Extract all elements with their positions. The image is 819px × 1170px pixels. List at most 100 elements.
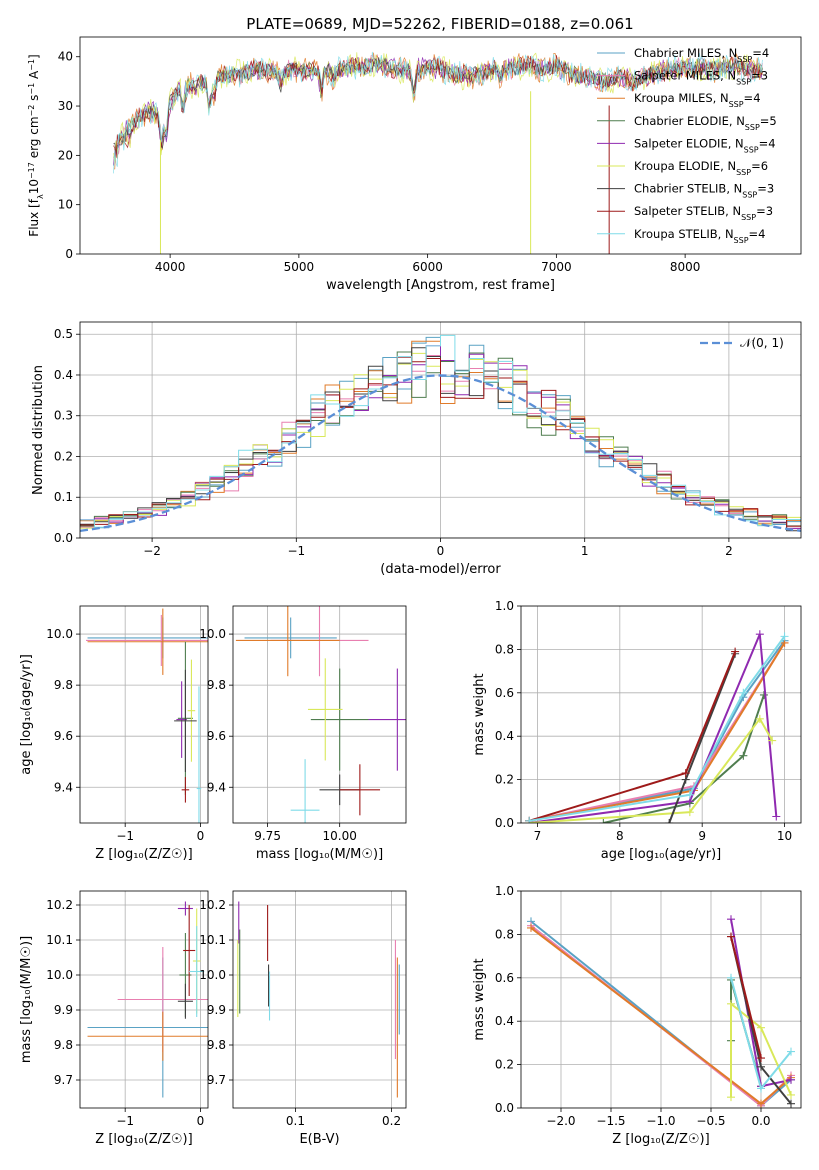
legend-sub: SSP: [741, 213, 756, 222]
y-tick-label: 0.0: [495, 816, 514, 830]
legend-sep: ,: [726, 182, 733, 196]
legend-n: N: [732, 204, 741, 218]
y-tick-label: 9.8: [54, 678, 73, 692]
y-axis-label-part: −2: [27, 105, 36, 117]
series-line: [730, 1001, 792, 1098]
y-tick-label: 9.7: [207, 1073, 226, 1087]
y-tick-label: 9.7: [54, 1073, 73, 1087]
legend-eq: =: [760, 114, 770, 128]
x-tick-label: 8000: [670, 260, 701, 274]
y-tick-label: 10.1: [199, 933, 226, 947]
y-tick-label: 0.3: [54, 409, 73, 423]
axes-massweight_vs_age: 7 8 9 10 0.0 0.2 0.4 0.6 0.8 1.0 age [log₁₀(age/yr…: [472, 599, 802, 862]
x-tick-label: −1: [287, 544, 305, 558]
axes-frame: [79, 605, 209, 824]
legend-n: N: [736, 114, 745, 128]
y-tick-label: 0.2: [54, 449, 73, 463]
legend-nssp-value: 5: [769, 114, 776, 128]
legend-sep: ,: [720, 69, 727, 83]
axes-spectrum: 4000 5000 6000 7000 8000 0 10 20 30 40 wavelength …: [27, 36, 802, 293]
axes-frame: [232, 605, 407, 824]
axes-age_vs_mass: 9.75 10.00 9.4 9.6 9.8 10.0 mass [log₁₀(M/M☉)]: [199, 605, 407, 862]
x-tick-label: 0.1: [286, 1114, 305, 1128]
x-tick-label: 2: [725, 544, 733, 558]
point-marker: [757, 1023, 765, 1032]
y-tick-label: 10.0: [46, 627, 73, 641]
x-tick-label: 0.0: [751, 1114, 770, 1128]
axes-residual_hist: −2 −1 0 1 2 0.0 0.1 0.2 0.3 0.4 0.5 (data-model)/er…: [31, 321, 802, 577]
y-tick-label: 0.8: [495, 642, 514, 656]
series-line: [529, 716, 774, 823]
y-tick-label: 10.2: [46, 898, 73, 912]
axes-frame: [79, 890, 209, 1109]
legend-n: N: [720, 91, 729, 105]
legend-eq: =: [756, 204, 766, 218]
histogram-step: [80, 356, 801, 527]
y-tick-label: 0.5: [54, 327, 73, 341]
legend-name: Kroupa STELIB: [634, 227, 718, 241]
legend-sep: ,: [720, 159, 727, 173]
point-marker: [757, 1099, 765, 1108]
axes-age_vs_Z: −1 0 9.4 9.6 9.8 10.0 Z [log₁₀(Z/Z☉)] age [log₁…: [19, 605, 209, 862]
y-tick-label: 30: [58, 99, 73, 113]
legend-sep: ,: [713, 91, 720, 105]
plot-area: [233, 606, 406, 823]
y-tick-label: 0.2: [495, 773, 514, 787]
point-marker: [755, 714, 764, 723]
x-axis-label: mass [log₁₀(M/M☉)]: [256, 847, 383, 862]
spectrum-line: [113, 57, 763, 154]
legend-n: N: [729, 46, 738, 60]
y-tick-label: 0.0: [495, 1101, 514, 1115]
legend-nssp-value: 3: [767, 182, 774, 196]
y-tick-label: 9.8: [207, 1038, 226, 1052]
x-tick-label: 10.00: [323, 829, 357, 843]
y-axis-label-part: s: [27, 95, 41, 105]
plot-area: [80, 322, 801, 538]
legend-eq: =: [752, 46, 762, 60]
legend-eq: =: [751, 69, 761, 83]
point-marker: [525, 816, 534, 823]
y-axis-label-part: Flux [f: [27, 198, 41, 236]
x-tick-label: 4000: [155, 260, 186, 274]
series-line: [529, 633, 778, 823]
x-tick-label: 8: [616, 829, 624, 843]
point-marker: [739, 751, 748, 760]
legend-sub: SSP: [742, 190, 757, 199]
point-marker: [787, 1075, 795, 1084]
y-tick-label: 10.0: [46, 968, 73, 982]
y-axis-label: mass weight: [472, 673, 487, 755]
point-marker: [755, 630, 764, 639]
legend-sub: SSP: [737, 55, 752, 64]
y-tick-label: 9.6: [207, 729, 226, 743]
legend-label: Salpeter STELIB, NSSP=3: [634, 204, 773, 222]
y-tick-label: 10.1: [46, 933, 73, 947]
x-tick-label: −1.0: [646, 1114, 675, 1128]
y-tick-label: 9.4: [54, 780, 73, 794]
point-marker: [757, 1084, 765, 1093]
y-axis-label: Normed distribution: [31, 365, 46, 495]
x-axis-label: Z [log₁₀(Z/Z☉)]: [95, 847, 192, 862]
legend-nssp-value: 3: [766, 204, 773, 218]
plot-area: [233, 891, 406, 1108]
plot-area: [521, 891, 801, 1108]
point-marker: [599, 819, 608, 823]
legend-sub: SSP: [736, 77, 751, 86]
series-line: [529, 635, 786, 822]
y-tick-label: 0.6: [495, 686, 514, 700]
axes-frame: [79, 36, 802, 255]
y-tick-label: 40: [58, 50, 73, 64]
y-tick-label: 9.8: [207, 678, 226, 692]
x-tick-label: −1.5: [596, 1114, 625, 1128]
point-marker: [787, 1090, 795, 1099]
point-marker: [727, 999, 735, 1008]
point-marker: [727, 932, 735, 941]
y-tick-label: 0.1: [54, 490, 73, 504]
plot-area: [521, 606, 801, 823]
y-tick-label: 0.2: [495, 1058, 514, 1072]
x-tick-label: −2: [143, 544, 161, 558]
legend-eq: =: [751, 159, 761, 173]
x-tick-label: 9: [698, 829, 706, 843]
point-marker: [727, 1093, 735, 1102]
legend-sub: SSP: [729, 100, 744, 109]
